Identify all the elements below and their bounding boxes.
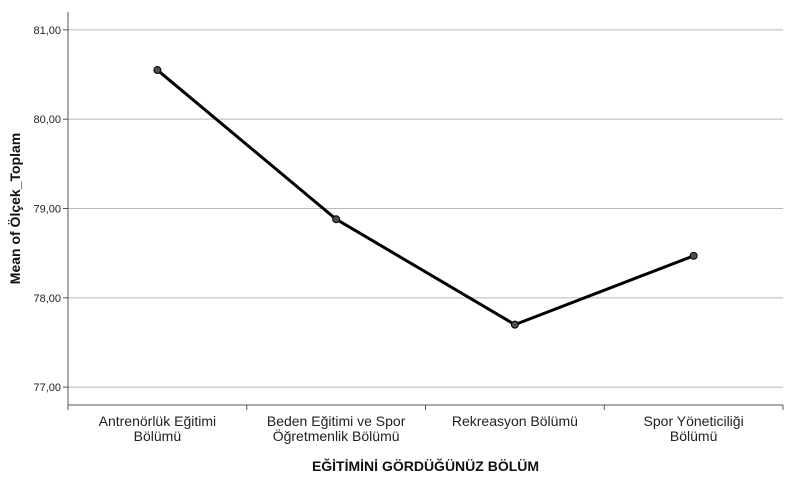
y-tick-label: 81,00 — [33, 25, 61, 37]
y-tick-labels: 77,00 78,00 79,00 80,00 81,00 — [33, 25, 61, 394]
x-category-label: Antrenörlük Eğitimi Bölümü — [99, 413, 217, 444]
axes — [63, 12, 784, 410]
x-category-label: Rekreasyon Bölümü — [452, 413, 578, 429]
data-point — [153, 66, 162, 75]
grid-lines — [68, 29, 783, 388]
data-point — [689, 251, 698, 260]
x-category-label: Beden Eğitimi ve Spor Öğretmenlik Bölümü — [267, 413, 406, 444]
y-axis-title: Mean of Ölçek_Toplam — [7, 133, 23, 284]
x-category-label: Spor Yöneticiliği Bölümü — [644, 413, 744, 444]
data-points — [153, 66, 698, 329]
x-axis-title: EĞİTİMİNİ GÖRDÜĞÜNÜZ BÖLÜM — [312, 457, 539, 474]
x-category-labels: Antrenörlük Eğitimi Bölümü Beden Eğitimi v… — [99, 413, 744, 444]
series-line-layer — [155, 68, 696, 327]
series-line — [155, 68, 696, 327]
y-tick-label: 80,00 — [33, 114, 61, 126]
y-tick-label: 77,00 — [33, 382, 61, 394]
data-point — [510, 320, 519, 329]
data-point — [332, 215, 341, 224]
y-tick-label: 79,00 — [33, 204, 61, 216]
y-tick-label: 78,00 — [33, 293, 61, 305]
